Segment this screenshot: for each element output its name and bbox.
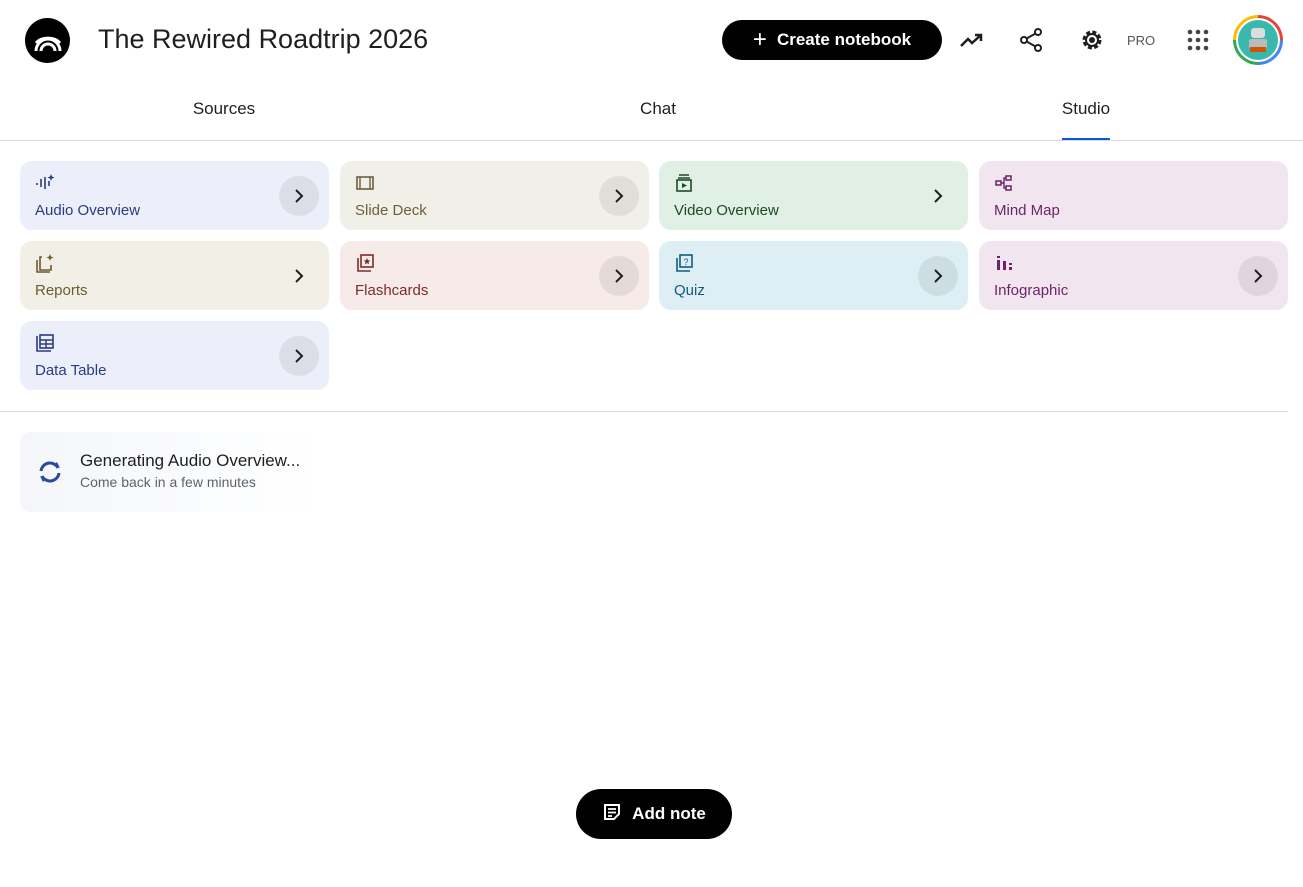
studio-card-label: Flashcards (355, 282, 429, 299)
mind-map-icon (995, 175, 1012, 191)
studio-card-video-overview[interactable]: Video Overview (659, 161, 968, 230)
divider (0, 411, 1288, 412)
notebooklm-logo[interactable] (25, 18, 70, 63)
share-icon[interactable] (1017, 26, 1045, 54)
studio-card-label: Audio Overview (35, 202, 141, 219)
slides-icon (356, 176, 374, 190)
logo-icon (34, 36, 61, 51)
quiz-icon: ? (676, 254, 693, 272)
add-note-button[interactable]: Add note (576, 789, 732, 839)
create-notebook-label: Create notebook (776, 30, 912, 49)
studio-card-label: Data Table (35, 362, 107, 379)
studio-card-data-table[interactable]: Data Table (20, 321, 329, 390)
notebook-title[interactable]: The Rewired Roadtrip 2026 (98, 24, 429, 54)
chevron-right-icon[interactable] (1238, 256, 1278, 296)
studio-card-label: Reports (35, 282, 88, 299)
add-note-label: Add note (632, 804, 706, 823)
tab-bar: Sources Chat Studio (0, 80, 1303, 141)
studio-card-mind-map[interactable]: Mind Map (979, 161, 1288, 230)
settings-gear-icon[interactable] (1078, 26, 1106, 54)
studio-card-audio-overview[interactable]: Audio Overview (20, 161, 329, 230)
svg-text:?: ? (683, 257, 688, 267)
chevron-right-icon[interactable] (918, 176, 958, 216)
chevron-right-icon[interactable] (279, 176, 319, 216)
video-library-icon (676, 174, 692, 192)
chevron-right-icon[interactable] (599, 256, 639, 296)
generating-audio-overview-item[interactable]: Generating Audio Overview... Come back i… (20, 432, 320, 512)
generating-subtitle: Come back in a few minutes (80, 474, 256, 490)
studio-card-label: Video Overview (674, 202, 779, 219)
studio-card-label: Slide Deck (355, 202, 427, 219)
studio-card-label: Mind Map (994, 202, 1060, 219)
avatar[interactable] (1233, 15, 1283, 65)
data-table-icon (36, 334, 54, 352)
analytics-trend-icon[interactable] (958, 26, 986, 54)
tab-sources[interactable]: Sources (192, 99, 256, 118)
flashcards-icon (357, 254, 374, 272)
studio-card-label: Quiz (674, 282, 705, 299)
robot-avatar-icon (1249, 28, 1267, 52)
studio-card-slide-deck[interactable]: Slide Deck (340, 161, 649, 230)
studio-card-reports[interactable]: Reports (20, 241, 329, 310)
chevron-right-icon[interactable] (918, 256, 958, 296)
tab-chat[interactable]: Chat (640, 99, 676, 118)
plus-icon: + (752, 26, 767, 53)
apps-grid-icon[interactable] (1184, 26, 1212, 54)
tab-studio[interactable]: Studio (1061, 99, 1111, 140)
pro-badge: PRO (1127, 33, 1156, 48)
note-icon (602, 802, 622, 827)
studio-card-infographic[interactable]: Infographic (979, 241, 1288, 310)
studio-card-quiz[interactable]: ? Quiz (659, 241, 968, 310)
studio-card-label: Infographic (994, 282, 1069, 299)
create-notebook-button[interactable]: + Create notebook (722, 20, 942, 60)
infographic-icon (997, 256, 1012, 270)
sync-icon (36, 460, 64, 489)
chevron-right-icon[interactable] (279, 256, 319, 296)
studio-card-flashcards[interactable]: Flashcards (340, 241, 649, 310)
report-sparkle-icon (36, 254, 54, 273)
chevron-right-icon[interactable] (279, 336, 319, 376)
generating-title: Generating Audio Overview... (80, 451, 301, 470)
audio-waveform-sparkle-icon (36, 174, 55, 189)
chevron-right-icon[interactable] (599, 176, 639, 216)
